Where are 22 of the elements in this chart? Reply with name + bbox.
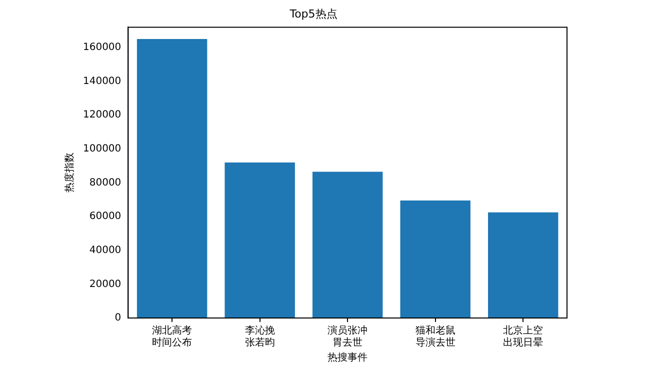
x-tick-label: 北京上空出现日晕 (503, 324, 544, 349)
y-tick-label: 140000 (82, 76, 122, 87)
bar (400, 200, 470, 318)
y-tick-label: 40000 (89, 244, 122, 256)
y-tick-label: 80000 (89, 177, 122, 188)
x-tick-label: 演员张冲胃去世 (328, 324, 368, 349)
chart-title: Top5热点 (288, 7, 338, 20)
x-tick-label: 李沁挽张若昀 (244, 324, 275, 349)
x-tick-label: 湖北高考时间公布 (152, 324, 192, 349)
bar (224, 162, 295, 318)
bar (312, 172, 383, 318)
y-tick-label: 160000 (82, 42, 122, 54)
x-axis-title: 热搜事件 (328, 352, 368, 364)
y-tick-label: 0 (114, 312, 122, 324)
y-tick-label: 120000 (82, 110, 122, 121)
y-tick-label: 60000 (89, 211, 122, 222)
y-tick-label: 20000 (89, 278, 122, 290)
bar (136, 39, 208, 318)
y-axis-title: 热度指数 (64, 152, 76, 193)
y-tick-label: 100000 (82, 144, 122, 155)
bar (488, 212, 558, 318)
x-tick-label: 猫和老鼠导演去世 (415, 324, 456, 349)
